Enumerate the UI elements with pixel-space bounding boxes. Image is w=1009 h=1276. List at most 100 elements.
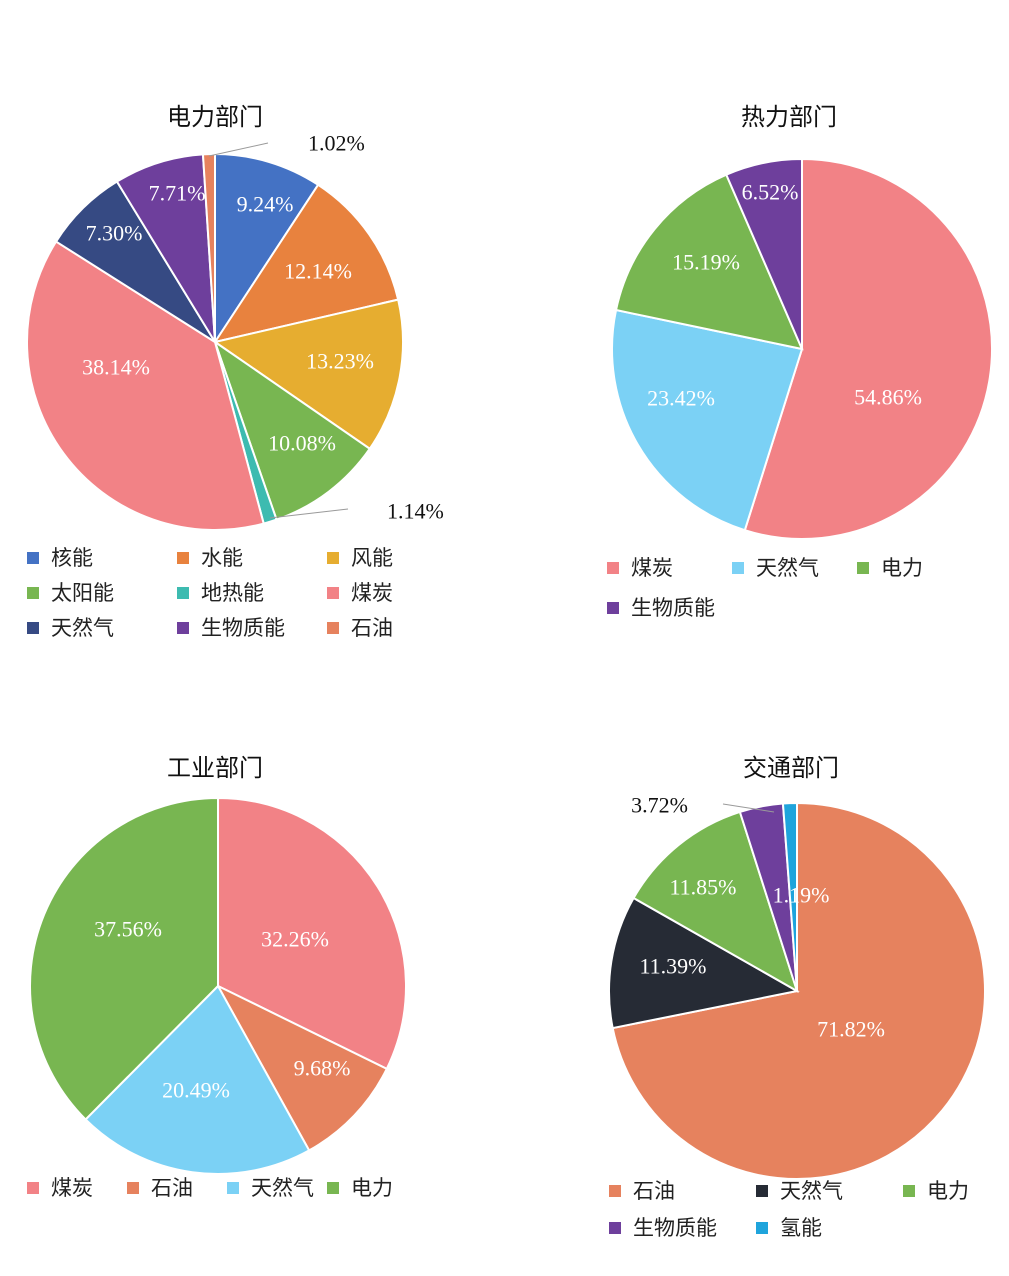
legend-swatch [177,622,189,634]
legend-item: 天然气 [27,616,114,640]
legend-label: 石油 [633,1179,675,1203]
legend-label: 电力 [351,1176,393,1200]
legend-item: 核能 [27,546,93,570]
legend-item: 石油 [609,1179,675,1203]
legend-item: 煤炭 [27,1176,93,1200]
legend-swatch [327,1182,339,1194]
legend-swatch [27,622,39,634]
pie-slice [614,173,804,351]
data-label: 11.39% [639,954,706,979]
legend-swatch [27,1182,39,1194]
data-label: 1.02% [308,131,365,156]
legend-item: 电力 [327,1176,393,1200]
data-label: 10.08% [268,431,336,456]
data-label: 32.26% [261,927,329,952]
legend-label: 天然气 [756,556,819,580]
legend-swatch [127,1182,139,1194]
pie-slice [743,157,993,540]
data-label: 23.42% [647,386,715,411]
legend-label: 煤炭 [51,1176,93,1200]
legend-swatch [177,552,189,564]
legend-item: 生物质能 [609,1216,717,1240]
legend-label: 太阳能 [51,581,114,605]
legend-item: 煤炭 [607,556,673,580]
legend-swatch [756,1185,768,1197]
chart-title: 电力部门 [167,103,263,131]
pie-slice [201,152,216,343]
legend-swatch [27,587,39,599]
pie-slice [212,298,404,451]
pie-slice [213,339,372,521]
data-label: 38.14% [82,355,150,380]
data-label: 37.56% [94,917,162,942]
legend-label: 煤炭 [351,581,393,605]
legend-label: 石油 [351,616,393,640]
legend-item: 天然气 [227,1176,314,1200]
legend-label: 地热能 [201,581,264,605]
leader-line [722,803,775,813]
pie-chart-4: 交通部门 71.82% 11.39% 11.85% 3.72% 1.19% 石油 天然气 电力生… [608,754,986,1240]
legend-item: 天然气 [732,556,819,580]
legend-swatch [609,1222,621,1234]
legend-swatch [327,622,339,634]
legend-label: 生物质能 [631,596,715,620]
pie-slice [84,984,311,1175]
data-label: 3.72% [631,793,688,818]
chart-title: 交通部门 [743,754,839,782]
data-label: 1.19% [773,883,830,908]
legend-swatch [903,1185,915,1197]
pie-slice [781,801,798,992]
data-label: 7.71% [149,181,206,206]
data-label: 1.14% [387,499,444,524]
legend-item: 水能 [177,546,243,570]
legend-label: 煤炭 [631,556,673,580]
legend-swatch [756,1222,768,1234]
pie-slice [29,796,219,1121]
pie-slice [725,157,803,350]
data-label: 9.68% [294,1056,351,1081]
legend-label: 石油 [151,1176,193,1200]
leader-line [208,142,269,157]
legend-swatch [227,1182,239,1194]
legend-label: 风能 [351,546,393,570]
legend-swatch [609,1185,621,1197]
legend-item: 石油 [127,1176,193,1200]
data-label: 9.24% [237,192,294,217]
pie-slice [608,896,800,1030]
data-label: 7.30% [86,221,143,246]
legend-label: 天然气 [780,1179,843,1203]
data-label: 20.49% [162,1078,230,1103]
data-label: 71.82% [817,1017,885,1042]
legend-swatch [857,562,869,574]
pie-slice [632,810,799,994]
data-label: 11.85% [669,875,736,900]
legend-label: 电力 [927,1179,969,1203]
legend-swatch [607,602,619,614]
legend-item: 电力 [903,1179,969,1203]
legend-label: 氢能 [780,1216,822,1240]
legend-item: 氢能 [756,1216,822,1240]
legend-label: 生物质能 [633,1216,717,1240]
leader-line [269,508,349,519]
legend-swatch [27,552,39,564]
legend-item: 风能 [327,546,393,570]
legend-label: 生物质能 [201,616,285,640]
chart-title: 工业部门 [167,754,263,782]
legend: 煤炭 石油 天然气 电力 [27,1176,393,1200]
pie-slice [215,983,389,1152]
legend-label: 核能 [51,546,93,570]
pie-slice [217,796,407,1071]
pie-chart-3: 工业部门 32.26% 9.68% 20.49% 37.56% 煤炭 石油 天然气 电力 [27,754,407,1200]
data-label: 12.14% [284,259,352,284]
legend-swatch [327,552,339,564]
chart-title: 热力部门 [741,103,837,131]
data-label: 13.23% [306,349,374,374]
pie-slice [212,183,400,344]
legend-item: 电力 [857,556,923,580]
legend-item: 地热能 [177,581,264,605]
legend-label: 电力 [881,556,923,580]
